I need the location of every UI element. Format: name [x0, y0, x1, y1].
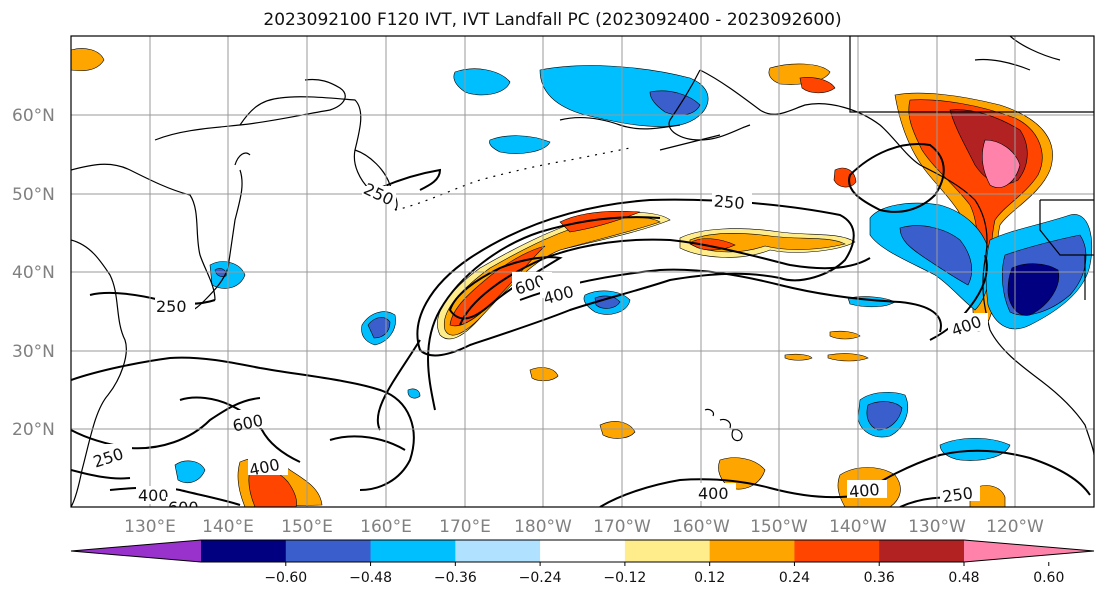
contour-label: 250 [156, 297, 187, 316]
colorbar-tick-label: 0.60 [1033, 570, 1064, 586]
contour-label: 400 [848, 480, 880, 502]
lat-label-60n: 60°N [12, 106, 55, 126]
colorbar-swatch [709, 540, 795, 562]
latitude-labels: 60°N 50°N 40°N 30°N 20°N [12, 106, 55, 440]
colorbar-tick-label: 0.24 [779, 570, 810, 586]
colorbar-swatch [794, 540, 880, 562]
contour-label: 250 [941, 483, 974, 506]
contour-label: 400 [698, 484, 729, 503]
colorbar-tick-label: −0.48 [349, 570, 392, 586]
colorbar-tick-label: 0.12 [694, 570, 725, 586]
colorbar-swatch [540, 540, 626, 562]
contour-label: 600 [168, 498, 199, 517]
contour-label: 400 [138, 486, 169, 505]
colorbar-swatch [285, 540, 372, 562]
lon-label: 170°W [593, 517, 651, 537]
contour-label: 250 [713, 191, 745, 213]
colorbar-tick-label: −0.12 [603, 570, 646, 586]
colorbar: −0.60 −0.48 −0.36 −0.24 −0.12 0.12 0.24 0.36 0.4… [70, 539, 1095, 586]
colorbar-tick-label: 0.48 [948, 570, 979, 586]
lon-label: 160°E [360, 517, 412, 537]
lon-label: 150°E [281, 517, 333, 537]
contour-labels: 250 250 250 250 600 400 400 250 600 400 … [91, 179, 988, 517]
map-title: 2023092100 F120 IVT, IVT Landfall PC (20… [263, 10, 842, 30]
colorbar-swatch [455, 540, 541, 562]
colorbar-swatch [879, 540, 965, 562]
lon-label: 180°W [514, 517, 572, 537]
colorbar-swatch [370, 540, 456, 562]
colorbar-outline [70, 539, 1095, 563]
lon-label: 160°W [672, 517, 730, 537]
gridlines [71, 36, 1094, 507]
map-plot-area: 250 250 250 250 600 400 400 250 600 400 … [71, 36, 1094, 517]
longitude-labels: 130°E 140°E 150°E 160°E 170°E 180°W 170°… [124, 517, 1044, 537]
lon-label: 130°W [908, 517, 966, 537]
colorbar-tick-label: 0.36 [864, 570, 895, 586]
colorbar-swatch [201, 540, 287, 562]
lon-label: 120°W [986, 517, 1044, 537]
lon-label: 140°W [829, 517, 887, 537]
colorbar-tick-label: −0.36 [434, 570, 477, 586]
lat-label-50n: 50°N [12, 185, 55, 205]
coastlines [71, 36, 1094, 507]
lon-label: 150°W [750, 517, 808, 537]
lat-label-20n: 20°N [12, 420, 55, 440]
lon-label: 170°E [439, 517, 491, 537]
lon-label: 140°E [202, 517, 254, 537]
lat-label-40n: 40°N [12, 263, 55, 283]
colorbar-tick-label: −0.60 [264, 570, 307, 586]
colorbar-swatch [624, 540, 711, 562]
colorbar-tick-label: −0.24 [519, 570, 562, 586]
lon-label: 130°E [124, 517, 176, 537]
ivt-shading [71, 48, 1093, 507]
map-frame [70, 35, 1095, 508]
colorbar-extend-low [71, 540, 201, 562]
colorbar-extend-high [964, 540, 1094, 562]
lat-label-30n: 30°N [12, 342, 55, 362]
